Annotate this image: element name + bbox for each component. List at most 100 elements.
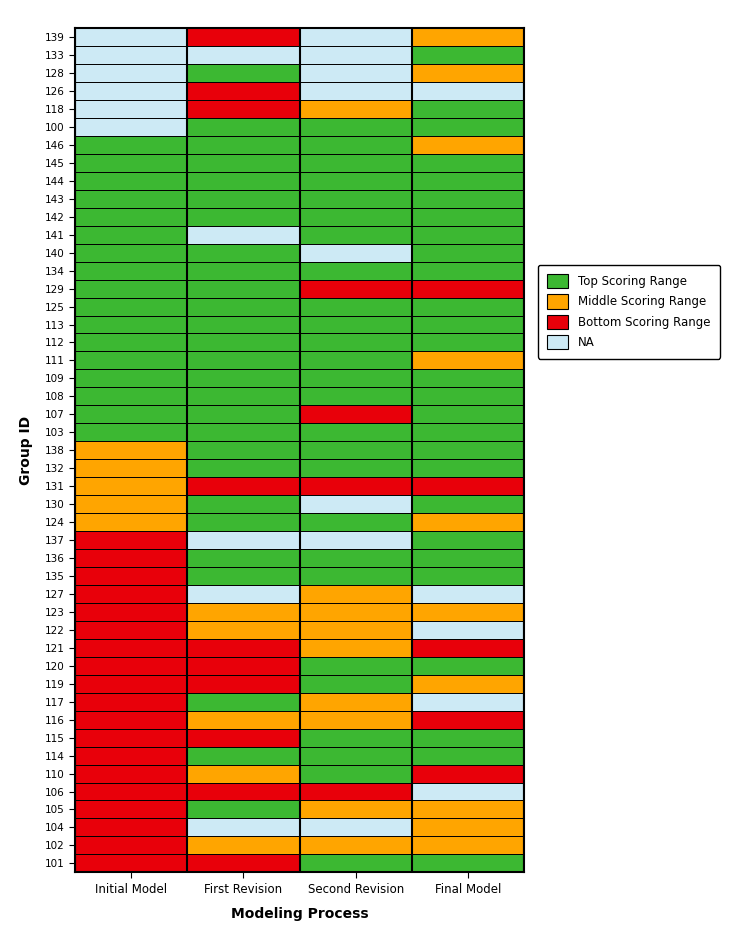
Bar [75,100,187,118]
Bar [75,154,187,172]
Bar [412,154,524,172]
Bar [300,118,412,136]
Bar [412,100,524,118]
Bar [75,441,187,460]
Bar [300,657,412,674]
Bar [187,639,300,657]
Bar [187,244,300,262]
Bar [412,711,524,729]
Bar [300,495,412,513]
Bar [187,549,300,567]
Bar [187,621,300,639]
Bar [412,64,524,82]
Bar [187,674,300,693]
Bar [187,100,300,118]
Bar [187,118,300,136]
Bar [75,764,187,782]
Bar [300,782,412,800]
Bar [300,387,412,405]
Bar [187,423,300,441]
Bar [187,207,300,226]
Bar [412,567,524,585]
Bar [412,370,524,387]
Bar [75,46,187,64]
Bar [187,154,300,172]
Bar [412,244,524,262]
Bar [75,567,187,585]
Bar [300,405,412,423]
Bar [187,28,300,46]
Bar [75,855,187,872]
Bar [300,172,412,189]
Bar [300,693,412,711]
Bar [300,639,412,657]
Bar [300,460,412,477]
Bar [75,549,187,567]
Bar [187,495,300,513]
Bar [75,172,187,189]
Bar [412,819,524,837]
Bar [187,819,300,837]
Bar [187,693,300,711]
Bar [412,855,524,872]
Bar [75,82,187,100]
Bar [412,315,524,334]
Bar [300,334,412,352]
Bar [187,567,300,585]
Bar [187,297,300,315]
Bar [75,729,187,747]
Bar [412,334,524,352]
Bar [187,441,300,460]
Bar [75,387,187,405]
Bar [187,513,300,531]
Bar [300,189,412,207]
Bar [187,460,300,477]
Bar [412,441,524,460]
Bar [75,513,187,531]
Bar [412,352,524,370]
Bar [300,855,412,872]
Bar [300,764,412,782]
Bar [75,800,187,819]
Bar [412,405,524,423]
Bar [187,711,300,729]
Bar [300,226,412,244]
Bar [75,531,187,549]
Bar [75,423,187,441]
Bar [412,387,524,405]
Bar [75,226,187,244]
Bar [300,262,412,280]
Bar [75,674,187,693]
Bar [75,460,187,477]
Bar [187,370,300,387]
Bar [412,837,524,855]
Bar [412,136,524,154]
Bar [300,315,412,334]
Bar [412,118,524,136]
Bar [412,82,524,100]
Bar [75,603,187,621]
Bar [187,747,300,764]
Bar [300,154,412,172]
Bar [75,782,187,800]
Legend: Top Scoring Range, Middle Scoring Range, Bottom Scoring Range, NA: Top Scoring Range, Middle Scoring Range,… [538,265,720,358]
Bar [412,207,524,226]
Bar [300,244,412,262]
Bar [300,352,412,370]
Bar [412,729,524,747]
Bar [300,567,412,585]
Bar [187,729,300,747]
Bar [412,46,524,64]
Bar [300,46,412,64]
Bar [300,531,412,549]
Bar [300,711,412,729]
Y-axis label: Group ID: Group ID [19,416,34,485]
Bar [75,136,187,154]
Bar [300,280,412,297]
Bar [300,729,412,747]
Bar [187,800,300,819]
Bar [187,262,300,280]
Bar [187,280,300,297]
Bar [412,280,524,297]
Bar [412,423,524,441]
